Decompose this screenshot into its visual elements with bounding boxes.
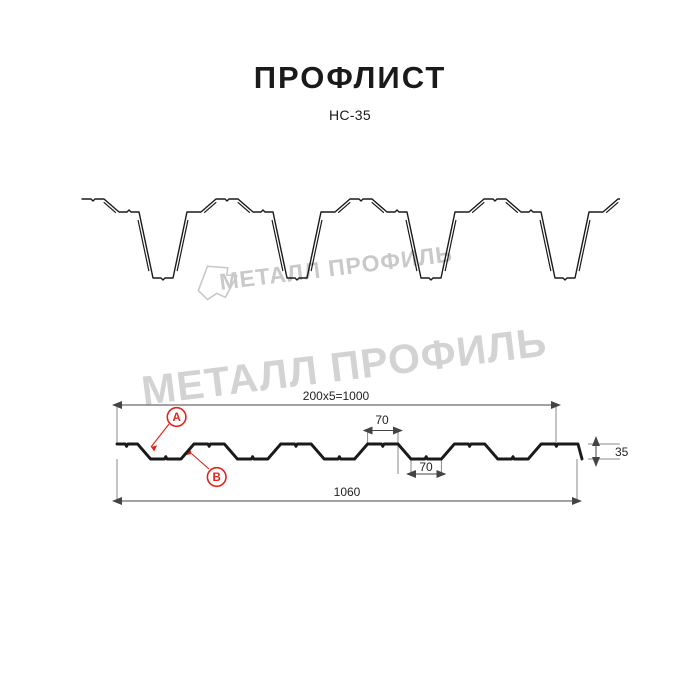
svg-text:70: 70 — [375, 413, 389, 427]
svg-text:A: A — [172, 412, 180, 424]
svg-text:200x5=1000: 200x5=1000 — [303, 389, 370, 403]
svg-text:35: 35 — [615, 445, 629, 459]
svg-text:70: 70 — [419, 460, 433, 474]
svg-text:B: B — [213, 472, 221, 484]
svg-text:1060: 1060 — [334, 485, 361, 499]
